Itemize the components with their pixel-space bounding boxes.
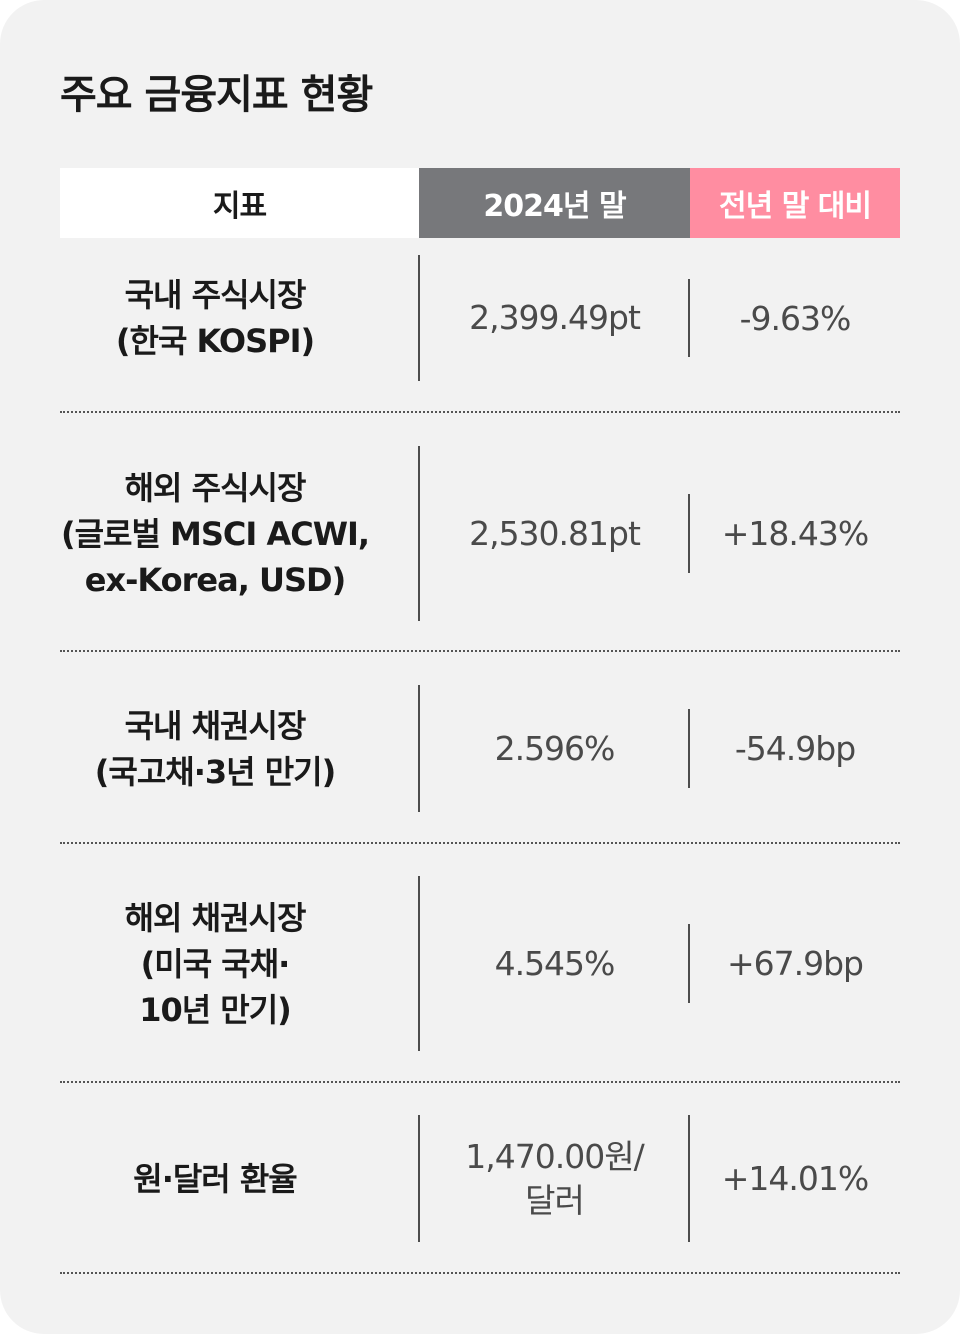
change-value: +18.43% (721, 514, 869, 553)
indicator-label: 원·달러 환율 (133, 1159, 298, 1198)
column-separator (418, 446, 420, 621)
header-yoy-change: 전년 말 대비 (690, 168, 900, 238)
year-end-value: 2.596% (494, 728, 616, 768)
row-divider (60, 411, 900, 413)
column-separator (688, 279, 690, 357)
year-end-value: 1,470.00원/ 달러 (465, 1136, 644, 1220)
indicator-label: 해외 주식시장 (글로벌 MSCI ACWI, ex-Korea, USD) (60, 468, 370, 599)
header-year-end: 2024년 말 (419, 168, 690, 238)
column-separator (688, 924, 690, 1003)
change-value: -9.63% (739, 298, 852, 338)
indicator-label: 국내 채권시장 (국고채·3년 만기) (94, 706, 336, 791)
column-separator (688, 494, 690, 573)
row-divider (60, 1081, 900, 1083)
header-indicator: 지표 (60, 168, 419, 238)
column-separator (418, 255, 420, 381)
table-row: 원·달러 환율 1,470.00원/ 달러 +14.01% (60, 1115, 900, 1242)
column-separator (418, 876, 420, 1051)
table-row: 해외 주식시장 (글로벌 MSCI ACWI, ex-Korea, USD) 2… (60, 446, 900, 621)
table-row: 국내 주식시장 (한국 KOSPI) 2,399.49pt -9.63% (60, 255, 900, 381)
column-separator (418, 1115, 420, 1242)
column-separator (688, 1115, 690, 1242)
year-end-value: 4.545% (494, 943, 616, 983)
table-row: 해외 채권시장 (미국 국채· 10년 만기) 4.545% +67.9bp (60, 876, 900, 1051)
change-value: +14.01% (721, 1159, 869, 1198)
table-row: 국내 채권시장 (국고채·3년 만기) 2.596% -54.9bp (60, 685, 900, 812)
column-separator (418, 685, 420, 812)
change-value: +67.9bp (726, 944, 864, 983)
year-end-value: 2,399.49pt (469, 298, 641, 337)
row-divider (60, 1272, 900, 1274)
row-divider (60, 842, 900, 844)
column-separator (688, 709, 690, 788)
indicator-label: 국내 주식시장 (한국 KOSPI) (115, 276, 315, 360)
year-end-value: 2,530.81pt (469, 513, 641, 553)
indicator-label: 해외 채권시장 (미국 국채· 10년 만기) (124, 898, 307, 1029)
change-value: -54.9bp (734, 729, 856, 768)
row-divider (60, 650, 900, 652)
page-title: 주요 금융지표 현황 (60, 72, 373, 118)
